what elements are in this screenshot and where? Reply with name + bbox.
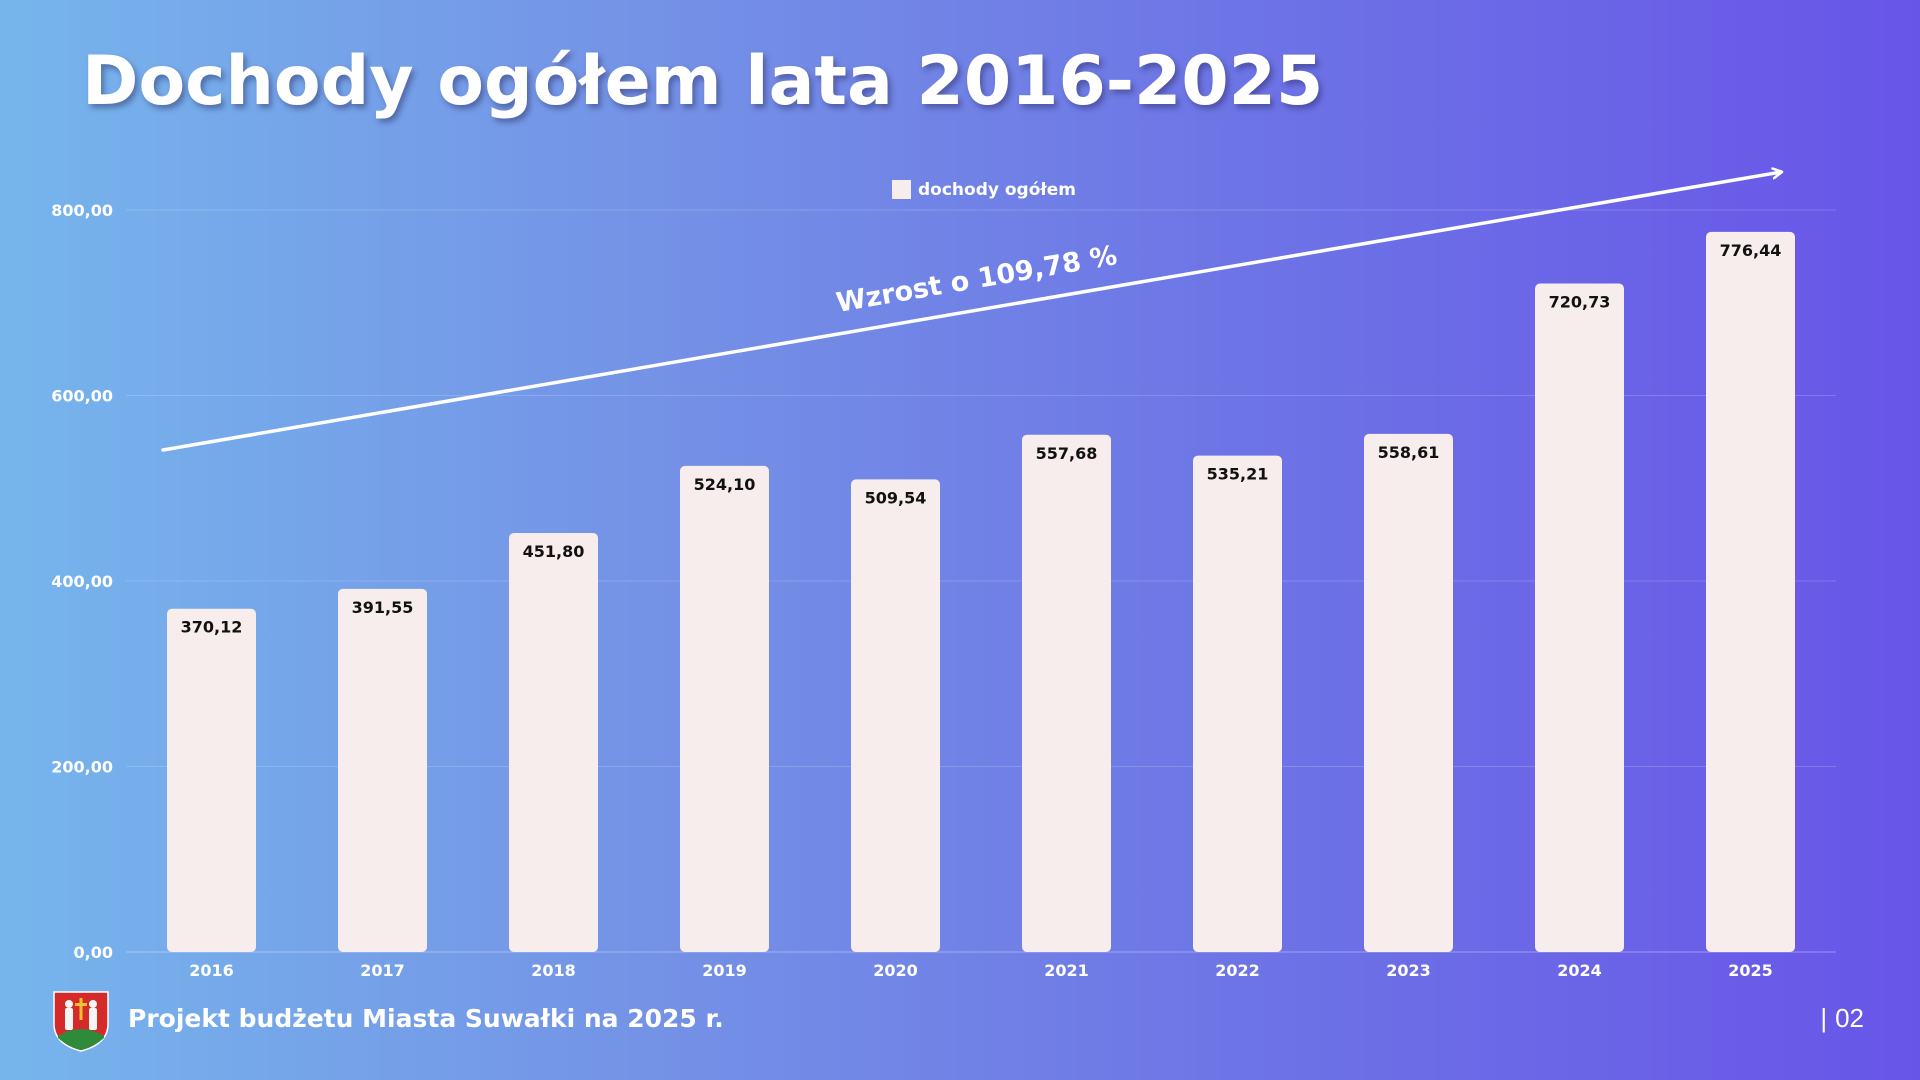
bar-2024: [1535, 283, 1624, 952]
growth-arrow: [161, 172, 1781, 452]
legend-label: dochody ogółem: [918, 180, 1076, 200]
page-number: | 02: [1820, 1003, 1864, 1034]
data-label-2024: 720,73: [1549, 293, 1611, 312]
data-label-2022: 535,21: [1207, 465, 1269, 484]
x-tick-label: 2024: [1557, 961, 1602, 980]
bar-2019: [680, 465, 769, 952]
page-number-value: 02: [1835, 1003, 1864, 1033]
bar-2021: [1022, 434, 1111, 952]
x-tick-label: 2022: [1215, 961, 1260, 980]
data-label-2019: 524,10: [694, 475, 756, 494]
data-label-2021: 557,68: [1036, 444, 1098, 463]
y-tick-label: 200,00: [51, 758, 113, 777]
growth-label: Wzrost o 109,78 %: [834, 240, 1119, 319]
footer-title: Projekt budżetu Miasta Suwałki na 2025 r…: [128, 1004, 724, 1033]
bar-2020: [851, 479, 940, 952]
x-tick-label: 2018: [531, 961, 576, 980]
legend: dochody ogółem: [892, 180, 1076, 200]
x-tick-label: 2017: [360, 961, 405, 980]
x-tick-label: 2021: [1044, 961, 1089, 980]
page-separator: |: [1820, 1003, 1828, 1033]
x-tick-label: 2023: [1386, 961, 1431, 980]
x-tick-label: 2020: [873, 961, 918, 980]
x-tick-label: 2025: [1728, 961, 1773, 980]
x-axis-ticks: 2016 2017 2018 2019 2020 2021 2022 2023 2024 2025: [189, 961, 1773, 980]
bar-2022: [1193, 455, 1282, 952]
data-label-2018: 451,80: [523, 542, 585, 561]
y-axis-ticks: 0,00 200,00 400,00 600,00 800,00: [51, 201, 113, 962]
data-label-2017: 391,55: [352, 598, 414, 617]
y-tick-label: 400,00: [51, 572, 113, 591]
bar-2016: [167, 608, 256, 952]
bar-2017: [338, 588, 427, 952]
data-labels: 370,12 391,55 451,80 524,10 509,54 557,68 535,…: [181, 241, 1782, 637]
y-tick-label: 0,00: [74, 943, 113, 962]
data-label-2016: 370,12: [181, 618, 243, 637]
data-label-2025: 776,44: [1720, 241, 1782, 260]
bar-2023: [1364, 433, 1453, 952]
bar-2018: [509, 532, 598, 952]
data-label-2020: 509,54: [865, 488, 927, 507]
bars: [167, 231, 1795, 952]
x-tick-label: 2019: [702, 961, 747, 980]
legend-swatch: [892, 180, 911, 199]
y-tick-label: 800,00: [51, 201, 113, 220]
x-tick-label: 2016: [189, 961, 234, 980]
data-label-2023: 558,61: [1378, 443, 1440, 462]
page-title: Dochody ogółem lata 2016-2025: [82, 42, 1324, 121]
suwalki-coat-of-arms-icon: [53, 991, 109, 1052]
bar-2025: [1706, 231, 1795, 952]
y-tick-label: 600,00: [51, 387, 113, 406]
